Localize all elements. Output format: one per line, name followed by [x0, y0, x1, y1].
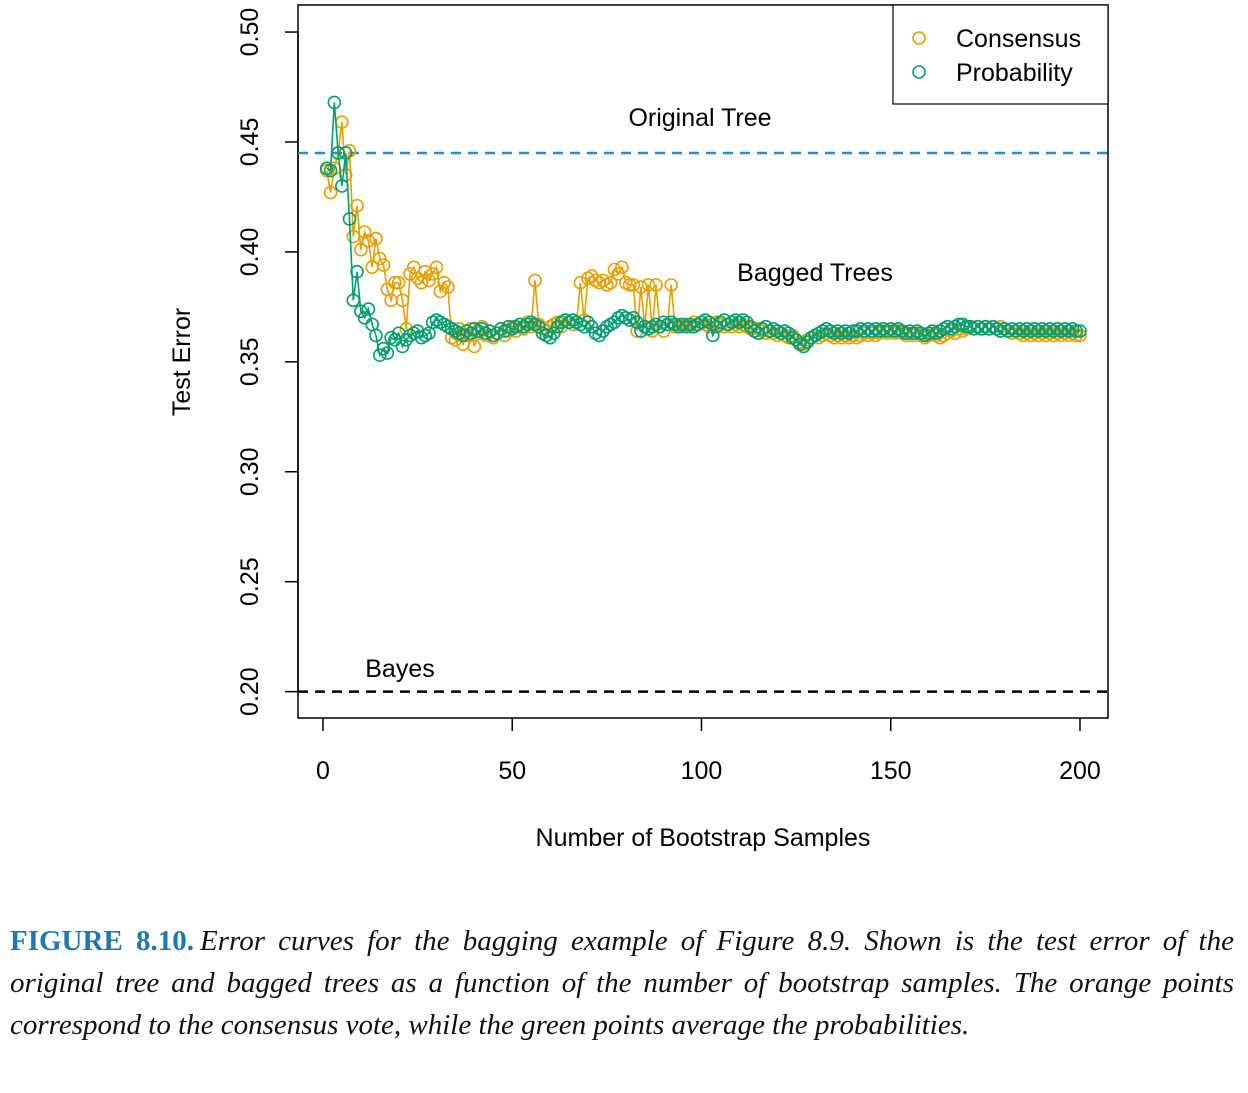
- point: [395, 339, 410, 354]
- point: [664, 278, 679, 292]
- annotation: Original Tree: [628, 104, 771, 132]
- point: [607, 262, 622, 277]
- point: [596, 273, 610, 288]
- point: [354, 242, 368, 257]
- point: [531, 319, 546, 334]
- series-line: [325, 122, 1080, 347]
- point: [706, 328, 720, 343]
- x-tick-label: 200: [1059, 757, 1101, 785]
- point: [323, 163, 338, 178]
- x-tick-label: 100: [681, 757, 723, 785]
- point: [376, 341, 391, 356]
- point: [603, 275, 618, 290]
- point: [611, 267, 626, 281]
- point: [346, 293, 361, 308]
- point: [467, 339, 482, 354]
- point: [547, 326, 561, 341]
- point: [653, 319, 667, 334]
- point: [1069, 328, 1084, 343]
- point: [335, 179, 349, 193]
- point: [369, 328, 383, 343]
- point: [441, 280, 455, 294]
- point: [354, 304, 368, 319]
- point: [796, 339, 811, 354]
- point: [418, 264, 432, 279]
- legend-marker: [912, 31, 926, 45]
- point: [543, 330, 557, 345]
- y-tick-label: 0.40: [236, 228, 264, 277]
- caption-label: FIGURE 8.10.: [10, 925, 194, 957]
- annotation: Bayes: [365, 655, 434, 683]
- point: [395, 293, 410, 308]
- point: [497, 324, 512, 338]
- point: [634, 280, 648, 294]
- point: [380, 346, 395, 360]
- y-axis-label: Test Error: [168, 308, 196, 416]
- point: [388, 275, 402, 290]
- point: [581, 315, 595, 330]
- legend-box: [892, 4, 1109, 105]
- point: [592, 328, 607, 343]
- x-tick-label: 50: [498, 757, 526, 785]
- caption-text: Error curves for the bagging example of …: [10, 925, 1234, 1041]
- point: [577, 319, 591, 334]
- point: [615, 260, 629, 275]
- point: [456, 328, 470, 343]
- point: [634, 324, 648, 338]
- point: [357, 225, 372, 239]
- point: [740, 315, 754, 330]
- point: [327, 95, 342, 110]
- point: [433, 284, 448, 299]
- point: [626, 278, 641, 292]
- chart: Number of Bootstrap Samples Test Error O…: [168, 4, 1109, 852]
- point: [425, 267, 440, 281]
- point: [759, 319, 773, 334]
- point: [584, 319, 599, 334]
- point: [641, 278, 656, 292]
- point: [372, 348, 387, 363]
- annotation: Bagged Trees: [737, 259, 893, 287]
- x-tick-label: 150: [870, 757, 912, 785]
- point: [429, 260, 444, 275]
- x-axis-label: Number of Bootstrap Samples: [536, 824, 871, 852]
- point: [346, 229, 361, 244]
- point: [626, 311, 641, 325]
- legend-marker: [912, 65, 926, 79]
- y-tick-label: 0.20: [236, 667, 264, 716]
- point: [422, 273, 436, 288]
- point: [350, 264, 364, 279]
- point: [490, 326, 504, 341]
- point: [649, 278, 663, 292]
- y-tick-label: 0.25: [236, 557, 264, 606]
- x-tick-label: 0: [316, 757, 330, 785]
- point: [463, 326, 478, 341]
- point: [338, 146, 353, 160]
- point: [361, 234, 376, 248]
- point: [437, 275, 451, 290]
- point: [403, 267, 417, 281]
- legend-label: Probability: [956, 59, 1073, 87]
- point: [391, 275, 406, 290]
- point: [1069, 324, 1084, 338]
- point: [475, 322, 489, 336]
- point: [342, 212, 357, 226]
- point: [323, 185, 338, 200]
- point: [361, 302, 376, 316]
- point: [573, 275, 588, 290]
- point: [331, 146, 345, 160]
- point: [528, 273, 542, 288]
- y-tick-label: 0.50: [236, 8, 264, 57]
- point: [350, 198, 364, 213]
- point: [376, 258, 391, 272]
- y-tick-label: 0.30: [236, 447, 264, 496]
- y-tick-label: 0.45: [236, 118, 264, 167]
- caption: FIGURE 8.10. Error curves for the bagging…: [10, 920, 1234, 1046]
- legend-label: Consensus: [956, 25, 1081, 53]
- point: [372, 251, 387, 266]
- point: [630, 315, 644, 330]
- y-tick-label: 0.35: [236, 337, 264, 386]
- point: [1073, 324, 1087, 338]
- point: [369, 231, 383, 246]
